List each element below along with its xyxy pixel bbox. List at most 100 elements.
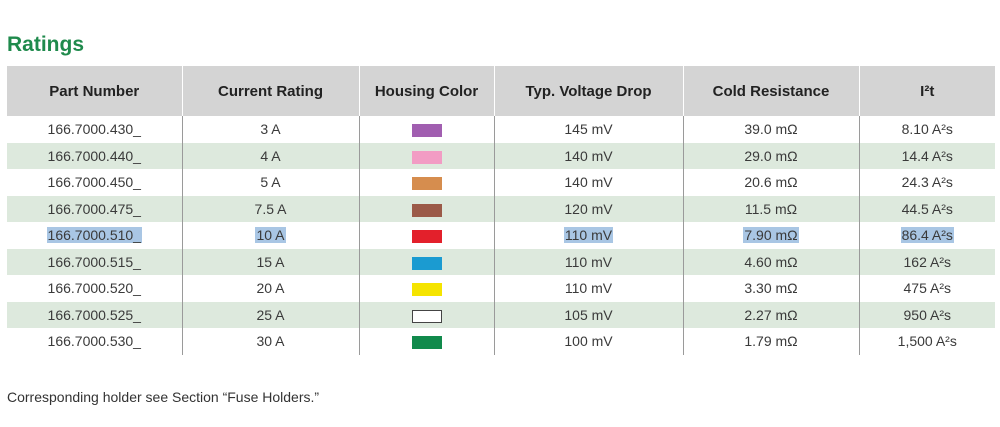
table-row: 166.7000.530_ 30 A 100 mV 1.79 mΩ 1,500 A²s bbox=[7, 328, 995, 355]
table-row: 166.7000.475_ 7.5 A 120 mV 11.5 mΩ 44.5 A²s bbox=[7, 195, 995, 222]
i2t-cell: 44.5 A²s bbox=[858, 195, 995, 222]
header-i2t: I²t bbox=[858, 66, 995, 116]
voltage-drop-cell: 140 mV bbox=[493, 169, 683, 196]
current-rating-text: 7.5 A bbox=[254, 200, 287, 217]
i2t-cell: 24.3 A²s bbox=[858, 169, 995, 196]
current-rating-cell: 10 A bbox=[181, 222, 359, 249]
cold-resistance-cell: 39.0 mΩ bbox=[682, 116, 859, 143]
part-number-cell: 166.7000.430_ bbox=[7, 116, 182, 143]
header-voltage-drop: Typ. Voltage Drop bbox=[493, 66, 683, 116]
current-rating-cell: 25 A bbox=[181, 301, 359, 328]
i2t-cell: 14.4 A²s bbox=[858, 142, 995, 169]
cold-resistance-text: 11.5 mΩ bbox=[744, 200, 798, 217]
voltage-drop-cell: 105 mV bbox=[493, 301, 683, 328]
header-part-number: Part Number bbox=[7, 66, 182, 116]
current-rating-text: 30 A bbox=[256, 333, 285, 350]
voltage-drop-text: 110 mV bbox=[564, 253, 613, 270]
part-number-cell: 166.7000.515_ bbox=[7, 248, 182, 275]
header-housing-color: Housing Color bbox=[358, 66, 494, 116]
current-rating-text: 3 A bbox=[260, 121, 281, 138]
cold-resistance-cell: 4.60 mΩ bbox=[682, 248, 859, 275]
cold-resistance-text: 29.0 mΩ bbox=[744, 147, 798, 164]
voltage-drop-text: 105 mV bbox=[564, 306, 613, 323]
color-swatch bbox=[411, 309, 442, 323]
housing-color-cell bbox=[358, 142, 494, 169]
cold-resistance-cell: 7.90 mΩ bbox=[682, 222, 859, 249]
part-number-text: 166.7000.430_ bbox=[47, 121, 141, 138]
housing-color-cell bbox=[358, 328, 494, 355]
voltage-drop-cell: 110 mV bbox=[493, 222, 683, 249]
part-number-cell: 166.7000.530_ bbox=[7, 328, 182, 355]
color-swatch bbox=[411, 150, 442, 164]
voltage-drop-cell: 120 mV bbox=[493, 195, 683, 222]
cold-resistance-cell: 3.30 mΩ bbox=[682, 275, 859, 302]
current-rating-cell: 5 A bbox=[181, 169, 359, 196]
cold-resistance-text: 20.6 mΩ bbox=[744, 174, 798, 191]
table-row: 166.7000.430_ 3 A 145 mV 39.0 mΩ 8.10 A²s bbox=[7, 116, 995, 143]
voltage-drop-text: 140 mV bbox=[564, 174, 613, 191]
part-number-cell: 166.7000.475_ bbox=[7, 195, 182, 222]
color-swatch bbox=[411, 177, 442, 191]
cold-resistance-text: 4.60 mΩ bbox=[744, 253, 798, 270]
current-rating-text: 4 A bbox=[260, 147, 281, 164]
i2t-text: 86.4 A²s bbox=[900, 227, 954, 244]
i2t-cell: 86.4 A²s bbox=[858, 222, 995, 249]
current-rating-cell: 30 A bbox=[181, 328, 359, 355]
current-rating-text: 15 A bbox=[256, 253, 285, 270]
header-current-rating: Current Rating bbox=[181, 66, 359, 116]
table-row: 166.7000.515_ 15 A 110 mV 4.60 mΩ 162 A²s bbox=[7, 248, 995, 275]
i2t-text: 950 A²s bbox=[903, 306, 951, 323]
table-row: 166.7000.520_ 20 A 110 mV 3.30 mΩ 475 A²s bbox=[7, 275, 995, 302]
current-rating-text: 10 A bbox=[255, 227, 286, 244]
i2t-cell: 1,500 A²s bbox=[858, 328, 995, 355]
i2t-cell: 475 A²s bbox=[858, 275, 995, 302]
current-rating-text: 20 A bbox=[256, 280, 285, 297]
color-swatch bbox=[411, 203, 442, 217]
cold-resistance-text: 3.30 mΩ bbox=[744, 280, 798, 297]
voltage-drop-text: 110 mV bbox=[564, 280, 613, 297]
color-swatch bbox=[411, 256, 442, 270]
cold-resistance-cell: 1.79 mΩ bbox=[682, 328, 859, 355]
i2t-cell: 8.10 A²s bbox=[858, 116, 995, 143]
i2t-text: 1,500 A²s bbox=[897, 333, 957, 350]
voltage-drop-cell: 145 mV bbox=[493, 116, 683, 143]
current-rating-cell: 20 A bbox=[181, 275, 359, 302]
i2t-text: 475 A²s bbox=[903, 280, 951, 297]
i2t-text: 44.5 A²s bbox=[901, 200, 953, 217]
housing-color-cell bbox=[358, 116, 494, 143]
current-rating-text: 25 A bbox=[256, 306, 285, 323]
table-row: 166.7000.510_ 10 A 110 mV 7.90 mΩ 86.4 A²s bbox=[7, 222, 995, 249]
current-rating-cell: 3 A bbox=[181, 116, 359, 143]
part-number-text: 166.7000.515_ bbox=[47, 253, 141, 270]
i2t-text: 14.4 A²s bbox=[901, 147, 953, 164]
housing-color-cell bbox=[358, 195, 494, 222]
housing-color-cell bbox=[358, 169, 494, 196]
part-number-cell: 166.7000.510_ bbox=[7, 222, 182, 249]
voltage-drop-cell: 140 mV bbox=[493, 142, 683, 169]
cold-resistance-text: 7.90 mΩ bbox=[743, 227, 799, 244]
housing-color-cell bbox=[358, 248, 494, 275]
cold-resistance-cell: 11.5 mΩ bbox=[682, 195, 859, 222]
i2t-cell: 162 A²s bbox=[858, 248, 995, 275]
cold-resistance-text: 1.79 mΩ bbox=[744, 333, 798, 350]
i2t-cell: 950 A²s bbox=[858, 301, 995, 328]
voltage-drop-text: 120 mV bbox=[564, 200, 613, 217]
part-number-text: 166.7000.475_ bbox=[47, 200, 141, 217]
voltage-drop-text: 110 mV bbox=[563, 227, 614, 244]
current-rating-cell: 7.5 A bbox=[181, 195, 359, 222]
cold-resistance-cell: 29.0 mΩ bbox=[682, 142, 859, 169]
color-swatch bbox=[411, 283, 442, 297]
ratings-table: Part Number Current Rating Housing Color… bbox=[7, 66, 995, 355]
ratings-title: Ratings bbox=[7, 33, 85, 56]
cold-resistance-cell: 20.6 mΩ bbox=[682, 169, 859, 196]
part-number-cell: 166.7000.520_ bbox=[7, 275, 182, 302]
cold-resistance-cell: 2.27 mΩ bbox=[682, 301, 859, 328]
color-swatch bbox=[411, 124, 442, 138]
current-rating-text: 5 A bbox=[260, 174, 281, 191]
housing-color-cell bbox=[358, 275, 494, 302]
voltage-drop-text: 100 mV bbox=[564, 333, 613, 350]
part-number-cell: 166.7000.525_ bbox=[7, 301, 182, 328]
part-number-text: 166.7000.440_ bbox=[47, 147, 141, 164]
table-row: 166.7000.450_ 5 A 140 mV 20.6 mΩ 24.3 A²s bbox=[7, 169, 995, 196]
current-rating-cell: 15 A bbox=[181, 248, 359, 275]
